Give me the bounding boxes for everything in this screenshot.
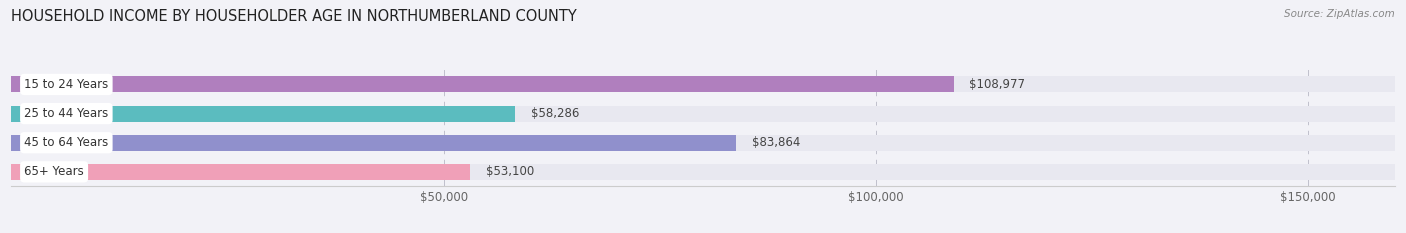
Bar [11, 135, 1395, 151]
Text: 65+ Years: 65+ Years [24, 165, 84, 178]
Text: $53,100: $53,100 [486, 165, 534, 178]
Bar [11, 164, 471, 180]
Text: 25 to 44 Years: 25 to 44 Years [24, 107, 108, 120]
Text: HOUSEHOLD INCOME BY HOUSEHOLDER AGE IN NORTHUMBERLAND COUNTY: HOUSEHOLD INCOME BY HOUSEHOLDER AGE IN N… [11, 9, 576, 24]
Text: $108,977: $108,977 [969, 78, 1025, 91]
Bar [11, 76, 1395, 93]
Text: 15 to 24 Years: 15 to 24 Years [24, 78, 108, 91]
Bar [11, 106, 515, 122]
Text: 45 to 64 Years: 45 to 64 Years [24, 136, 108, 149]
Text: $58,286: $58,286 [531, 107, 579, 120]
Text: Source: ZipAtlas.com: Source: ZipAtlas.com [1284, 9, 1395, 19]
Text: $83,864: $83,864 [752, 136, 800, 149]
Bar [11, 135, 737, 151]
Bar [11, 164, 1395, 180]
Bar [11, 76, 953, 93]
Bar [11, 106, 1395, 122]
